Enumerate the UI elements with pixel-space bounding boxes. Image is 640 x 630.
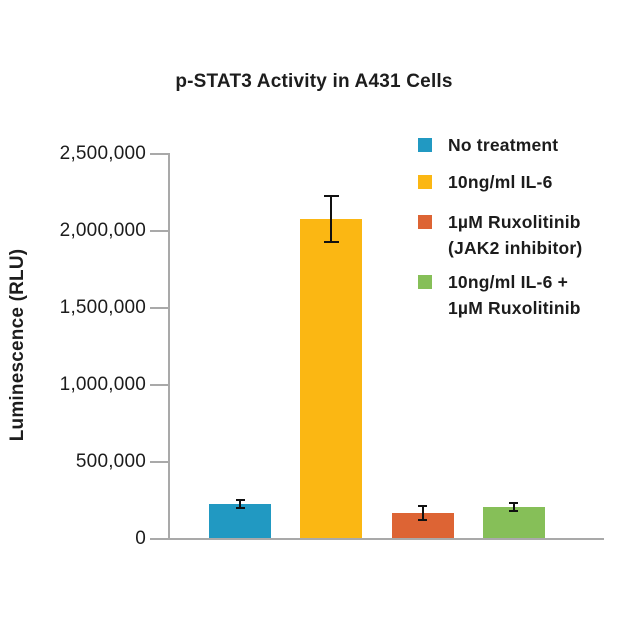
y-tick [150, 461, 168, 463]
error-bar-cap-top-4 [509, 502, 518, 505]
error-bar-cap-bottom-2 [323, 241, 339, 244]
y-tick [150, 307, 168, 309]
y-axis-title-text: Luminescence (RLU) [7, 248, 28, 442]
y-tick [150, 153, 168, 155]
legend-item-2: 10ng/ml IL-6 [418, 169, 553, 195]
y-tick-label: 2,000,000 [59, 220, 146, 241]
legend-label: No treatment [448, 132, 558, 158]
y-tick-label: 2,500,000 [59, 143, 146, 164]
y-tick-label: 500,000 [75, 451, 146, 472]
legend-label: 10ng/ml IL-6 [448, 169, 553, 195]
legend-swatch-icon [418, 215, 432, 229]
bar-1 [209, 504, 271, 538]
y-tick [150, 230, 168, 232]
error-bar-1 [239, 500, 241, 508]
legend-item-1: No treatment [418, 132, 558, 158]
error-bar-4 [512, 503, 515, 512]
error-bar-cap-top-1 [235, 499, 245, 502]
error-bar-cap-bottom-1 [235, 506, 245, 509]
legend-label-line: 1µM Ruxolitinib [448, 298, 581, 318]
bar-4 [482, 507, 545, 538]
error-bar-cap-top-3 [418, 504, 427, 507]
y-axis-line [168, 153, 170, 540]
legend-label-line: No treatment [448, 135, 559, 155]
bar-2 [300, 219, 362, 538]
legend-label: 10ng/ml IL-6 + 1µM Ruxolitinib [448, 269, 581, 321]
legend-label-line: (JAK2 inhibitor) [448, 238, 583, 258]
legend-label-line: 10ng/ml IL-6 [448, 172, 553, 192]
error-bar-3 [421, 505, 424, 520]
legend-label: 1µM Ruxolitinib (JAK2 inhibitor) [448, 209, 582, 261]
error-bar-2 [330, 196, 332, 243]
y-tick [150, 538, 168, 540]
y-tick [150, 384, 168, 386]
chart-title: p-STAT3 Activity in A431 Cells [175, 71, 453, 92]
error-bar-cap-bottom-4 [509, 510, 518, 513]
legend-swatch-icon [418, 175, 432, 189]
legend-swatch-icon [418, 275, 432, 289]
legend-item-3: 1µM Ruxolitinib (JAK2 inhibitor) [418, 209, 582, 261]
legend-label-line: 1µM Ruxolitinib [448, 212, 581, 232]
error-bar-cap-bottom-3 [418, 518, 427, 521]
legend-swatch-icon [418, 138, 432, 152]
legend-label-line: 10ng/ml IL-6 + [448, 272, 568, 292]
y-tick-label: 1,000,000 [59, 374, 146, 395]
error-bar-cap-top-2 [323, 195, 339, 198]
legend: No treatment 10ng/ml IL-6 1µM Ruxolitinib (… [418, 0, 633, 630]
y-tick-label: 1,500,000 [59, 297, 146, 318]
x-axis-line [168, 538, 604, 540]
y-tick-label: 0 [135, 528, 146, 549]
legend-item-4: 10ng/ml IL-6 + 1µM Ruxolitinib [418, 269, 581, 321]
